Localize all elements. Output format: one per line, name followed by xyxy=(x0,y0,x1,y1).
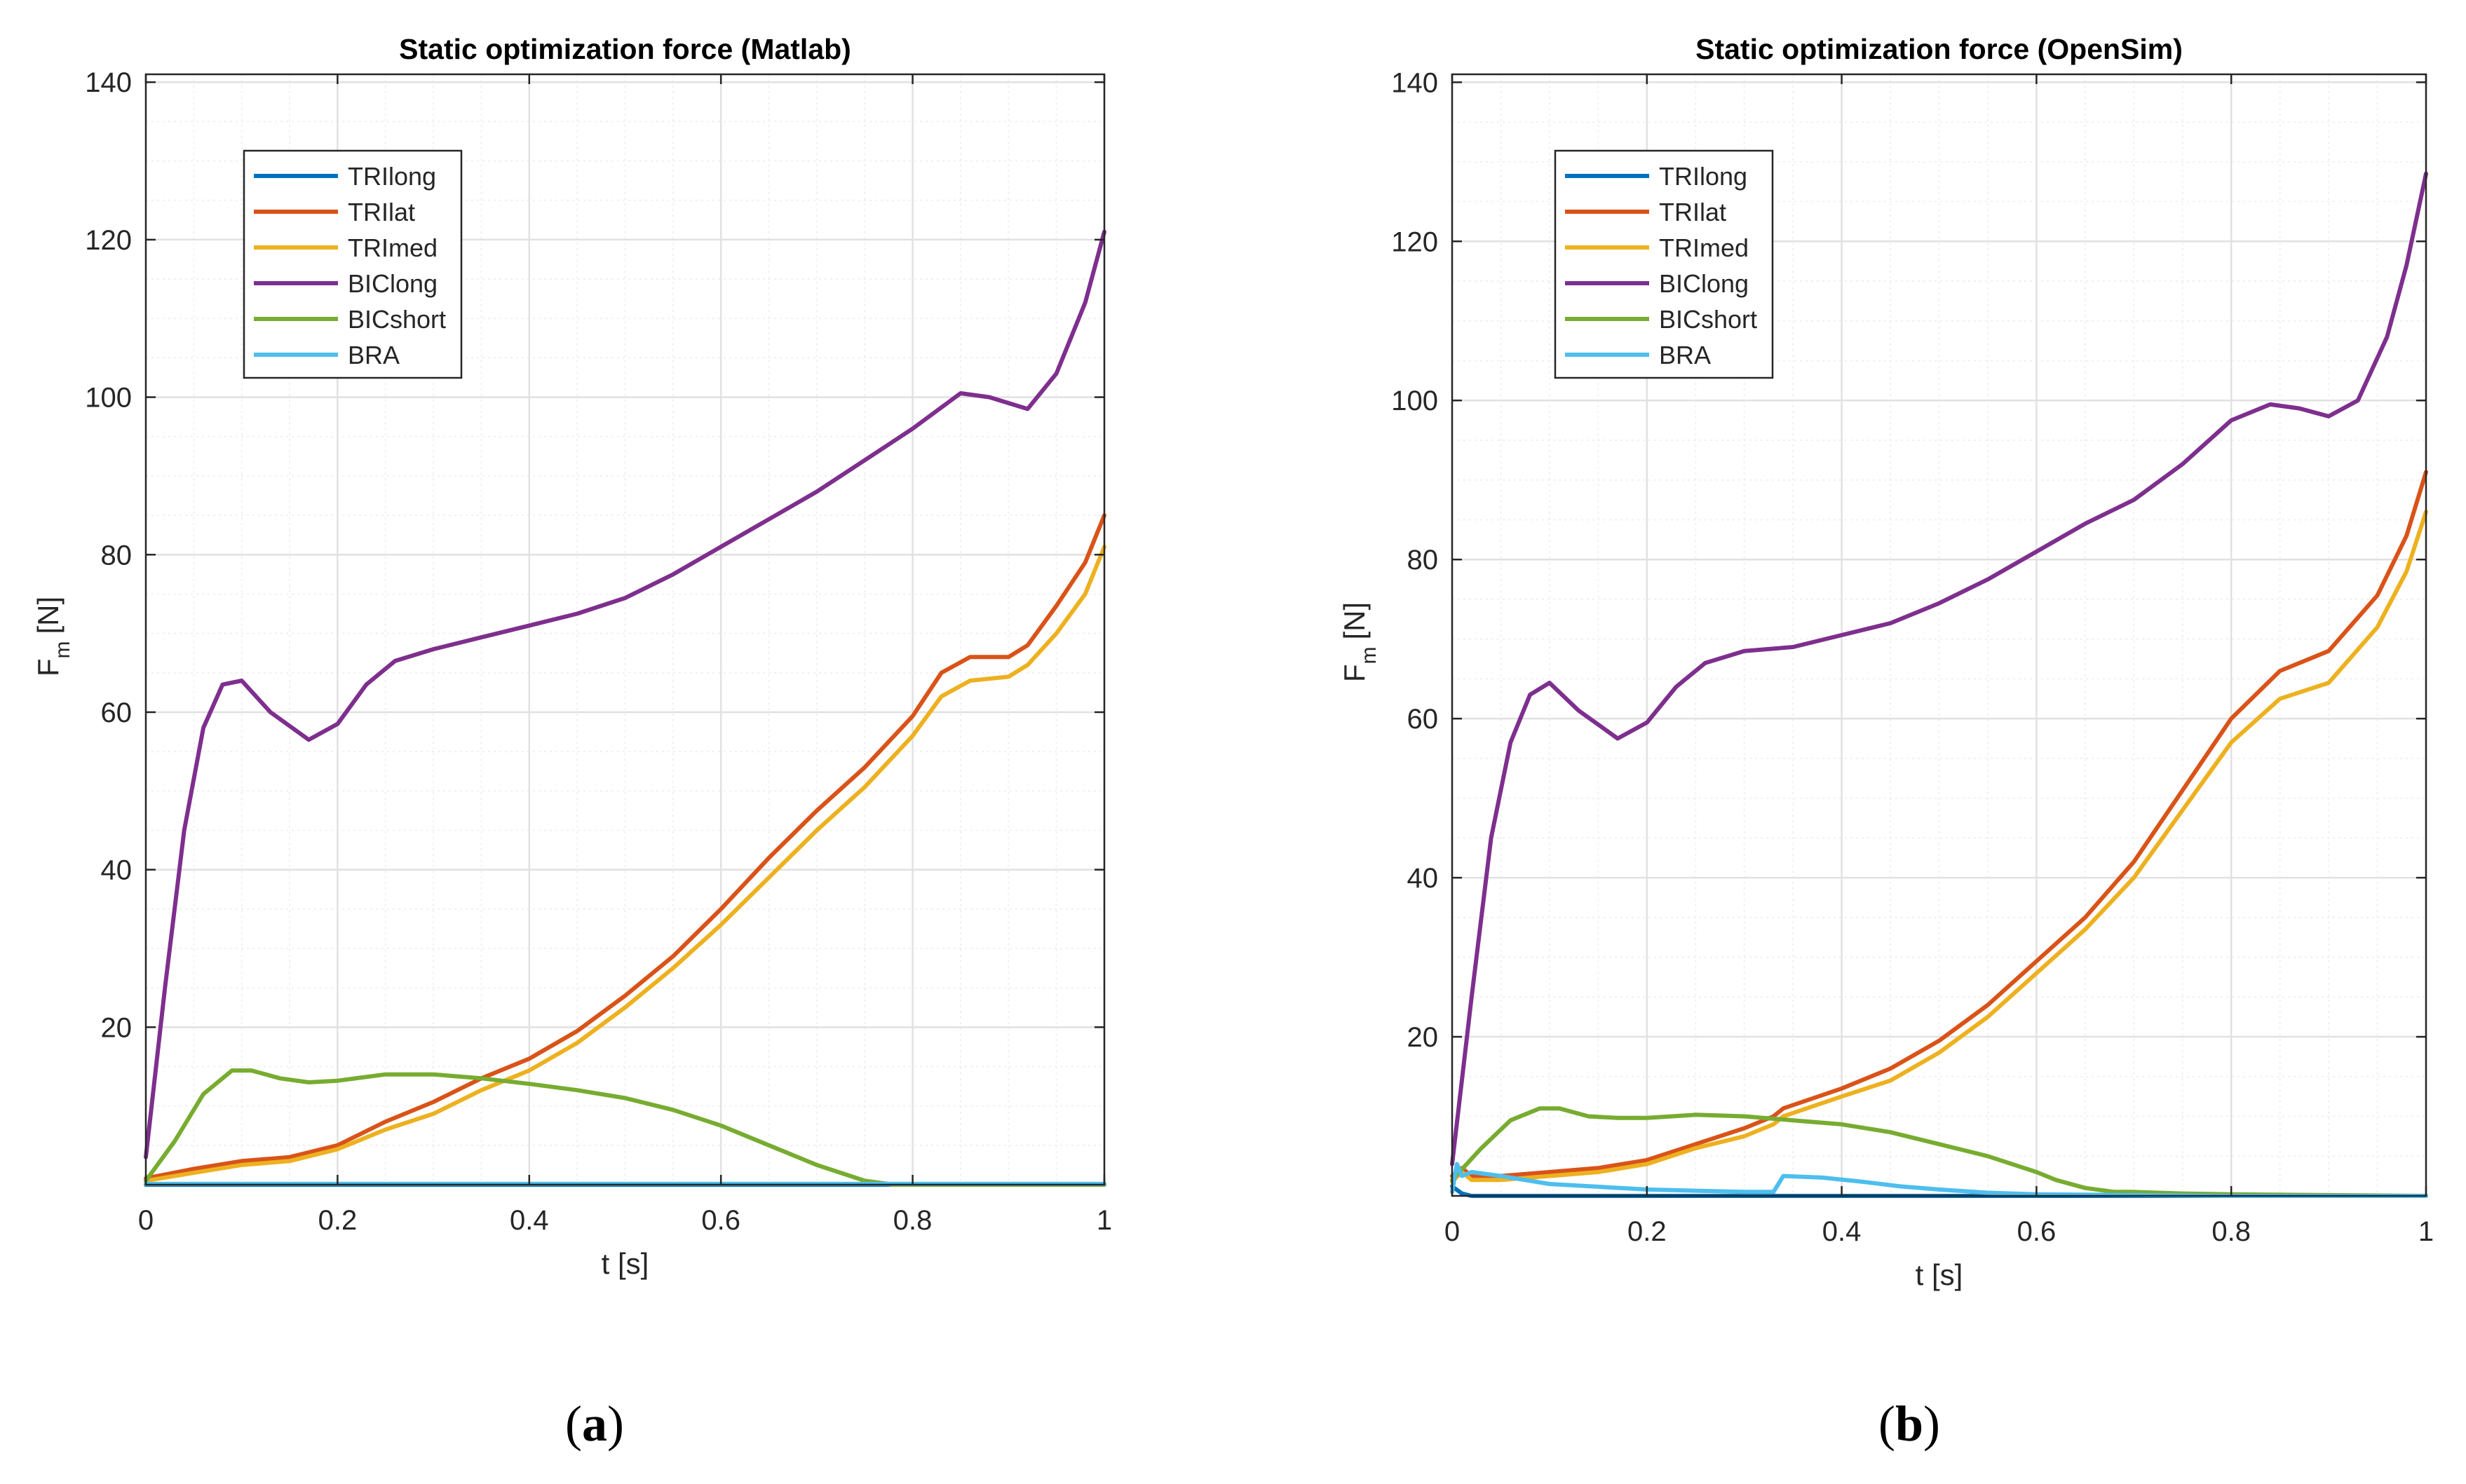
x-tick-label: 0 xyxy=(1444,1216,1460,1247)
y-tick-label: 20 xyxy=(101,1012,133,1043)
x-tick-label: 0 xyxy=(138,1205,154,1236)
y-axis-label: Fm [N] xyxy=(1338,602,1381,682)
y-tick-label: 40 xyxy=(1407,863,1439,894)
legend: TRIlong TRIlat TRImed BIClong BICshort BRA xyxy=(243,149,463,379)
x-tick-label: 0.8 xyxy=(2211,1216,2251,1247)
x-tick-label: 1 xyxy=(2418,1216,2434,1247)
x-tick-label: 0.2 xyxy=(1627,1216,1667,1247)
x-tick-label: 0.4 xyxy=(1822,1216,1862,1247)
legend-label-trilat: TRIlat xyxy=(1659,198,1726,226)
legend-label-trilat: TRIlat xyxy=(348,198,415,226)
series-line-trilat xyxy=(144,513,1106,1180)
y-axis-label-main: F xyxy=(1338,665,1371,683)
x-axis-label: t [s] xyxy=(602,1247,649,1280)
series-line-biclong xyxy=(144,229,1106,1159)
legend-box xyxy=(243,149,463,379)
axes-box xyxy=(144,73,1106,1186)
x-tick-label: 0.4 xyxy=(510,1205,549,1236)
y-tick-label: 100 xyxy=(85,383,132,414)
y-tick-label: 60 xyxy=(1407,704,1439,735)
legend-label-trilong: TRIlong xyxy=(348,162,436,191)
chart-title: Static optimization force (OpenSim) xyxy=(1695,33,2183,65)
y-tick-label: 80 xyxy=(101,540,133,571)
x-tick-label: 1 xyxy=(1097,1205,1112,1236)
y-tick-label: 120 xyxy=(1391,226,1438,257)
legend-label-bicshort: BICshort xyxy=(1659,305,1757,334)
series-line-trimed xyxy=(1450,510,2428,1184)
y-tick-label: 120 xyxy=(85,225,132,256)
x-axis-label: t [s] xyxy=(1916,1258,1963,1291)
y-axis-label: Fm [N] xyxy=(32,597,74,676)
y-tick-label: 100 xyxy=(1391,386,1438,416)
panel-caption-close: ) xyxy=(1923,1396,1940,1452)
legend-label-trilong: TRIlong xyxy=(1659,162,1747,191)
legend-label-trimed: TRImed xyxy=(348,233,438,262)
series-line-trilat xyxy=(1450,470,2428,1178)
series-line-biclong xyxy=(1450,171,2428,1166)
panel-caption-open: ( xyxy=(1878,1396,1895,1452)
legend-box xyxy=(1554,149,1774,379)
legend-label-biclong: BIClong xyxy=(1659,269,1749,298)
panel-caption-letter: b xyxy=(1895,1396,1923,1452)
x-tick-label: 0.2 xyxy=(318,1205,358,1236)
legend-label-trimed: TRImed xyxy=(1659,233,1749,262)
y-tick-label: 20 xyxy=(1407,1022,1439,1053)
series-line-bra xyxy=(1450,1162,2428,1198)
y-tick-label: 80 xyxy=(1407,545,1439,576)
panel-caption-letter: a xyxy=(582,1396,607,1452)
y-tick-label: 60 xyxy=(101,697,133,728)
y-axis-label-main: F xyxy=(32,659,65,677)
axes-box xyxy=(1451,73,2427,1197)
legend-label-bra: BRA xyxy=(348,341,400,369)
legend-label-bicshort: BICshort xyxy=(348,305,446,334)
x-tick-label: 0.6 xyxy=(701,1205,740,1236)
chart-title: Static optimization force (Matlab) xyxy=(399,33,851,65)
series-line-bicshort xyxy=(144,1068,1106,1187)
x-tick-label: 0.8 xyxy=(893,1205,933,1236)
legend-label-bra: BRA xyxy=(1659,341,1711,369)
y-tick-label: 140 xyxy=(1391,67,1438,98)
y-tick-label: 140 xyxy=(85,67,132,98)
x-tick-label: 0.6 xyxy=(2017,1216,2057,1247)
panel-caption-open: ( xyxy=(565,1396,582,1452)
panel-caption: (b) xyxy=(1878,1396,1940,1452)
series-line-bicshort xyxy=(1450,1106,2428,1198)
legend: TRIlong TRIlat TRImed BIClong BICshort BRA xyxy=(1554,149,1774,379)
panel-caption: (a) xyxy=(565,1396,624,1452)
panel-caption-close: ) xyxy=(607,1396,624,1452)
y-axis-label-unit: [N] xyxy=(32,597,65,634)
series-line-trimed xyxy=(144,545,1106,1183)
y-tick-label: 40 xyxy=(101,855,133,886)
legend-label-biclong: BIClong xyxy=(348,269,438,298)
y-axis-label-subscript: m xyxy=(1357,647,1381,665)
y-axis-label-unit: [N] xyxy=(1338,602,1371,640)
y-axis-label-subscript: m xyxy=(51,641,74,659)
